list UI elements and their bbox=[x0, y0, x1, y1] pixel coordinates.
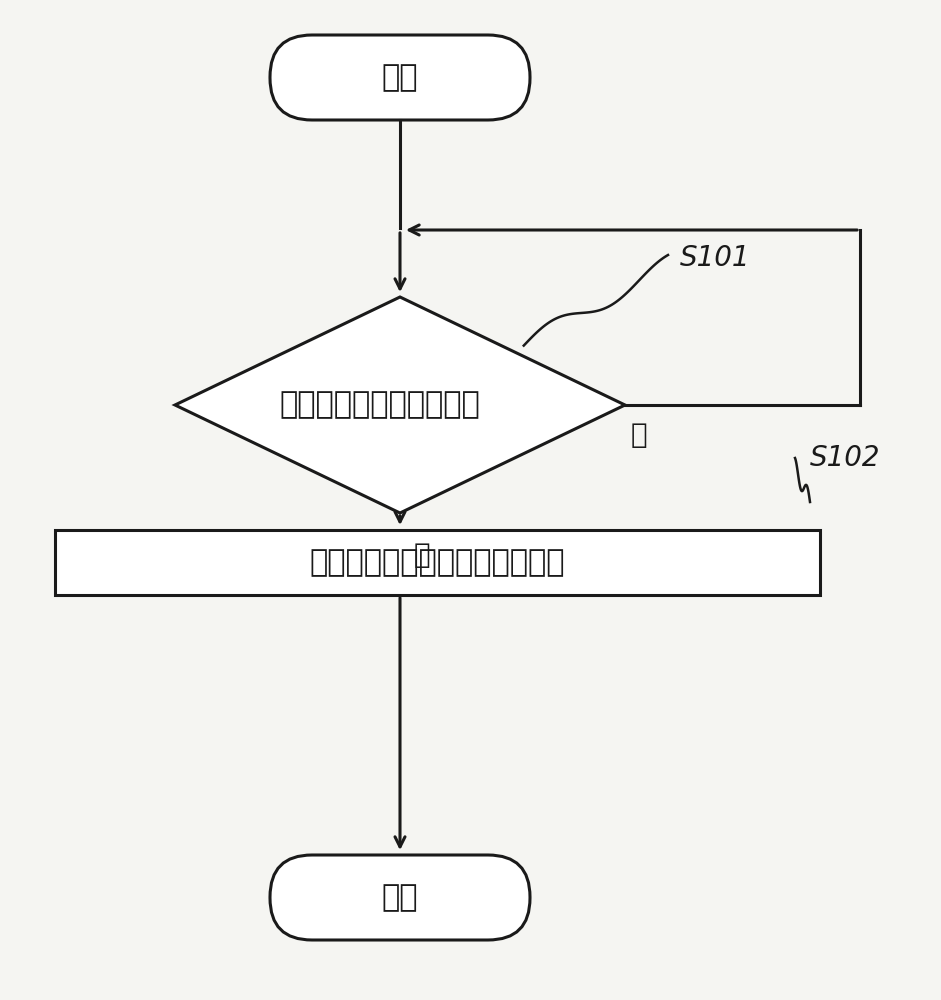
Text: 结束: 结束 bbox=[382, 883, 418, 912]
Text: S101: S101 bbox=[680, 244, 751, 272]
Text: 否: 否 bbox=[631, 421, 647, 449]
Text: 编码器已从电动机取下？: 编码器已从电动机取下？ bbox=[279, 390, 480, 420]
Text: S102: S102 bbox=[810, 444, 881, 472]
Text: 开始: 开始 bbox=[382, 63, 418, 92]
FancyBboxPatch shape bbox=[270, 855, 530, 940]
Polygon shape bbox=[175, 297, 625, 513]
Bar bbox=[55, 530, 820, 595]
Text: 删除存储器内的电动机固有信息: 删除存储器内的电动机固有信息 bbox=[310, 548, 566, 577]
Text: 是: 是 bbox=[414, 541, 431, 569]
FancyBboxPatch shape bbox=[270, 35, 530, 120]
